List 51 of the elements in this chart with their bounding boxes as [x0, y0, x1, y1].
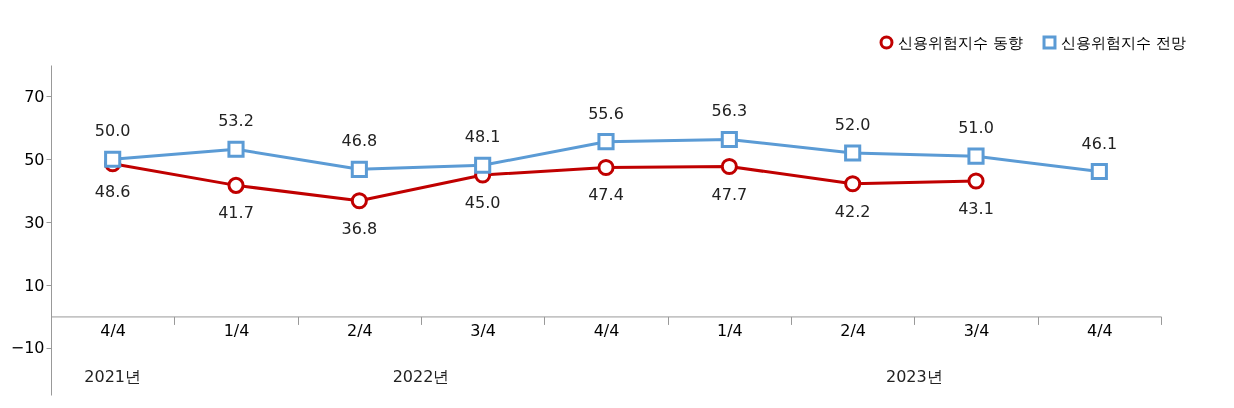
x-tick-label: 1/4: [223, 320, 250, 340]
y-tick-label: 70: [24, 86, 45, 106]
data-label: 52.0: [834, 115, 871, 134]
x-tick-label: 2/4: [346, 320, 373, 340]
x-tick-label: 4/4: [100, 320, 127, 340]
point: [474, 156, 492, 174]
data-label: 56.3: [711, 101, 748, 121]
data-label: 55.6: [588, 103, 624, 123]
x-tick-label: 2/4: [840, 320, 867, 340]
y-tick-label: 10: [24, 275, 45, 295]
data-label: 50.0: [94, 121, 131, 141]
point: [844, 175, 862, 193]
data-label: 51.0: [958, 118, 994, 138]
data-label: 42.2: [834, 201, 871, 221]
point: [350, 160, 368, 178]
point: [350, 192, 368, 210]
point: [967, 172, 985, 190]
annotation: 2021년: [84, 367, 142, 386]
legend-label: 신용위험지수 전망: [1061, 33, 1186, 52]
x-tick-label: 1/4: [716, 320, 743, 340]
point: [720, 157, 738, 176]
annotation: 2022년: [392, 367, 450, 386]
x-tick-label: 3/4: [470, 320, 497, 340]
point: [227, 176, 245, 194]
data-label: 41.7: [218, 203, 254, 223]
annotation: 2023년: [885, 367, 943, 386]
point: [597, 133, 615, 151]
data-label: 46.1: [1081, 133, 1118, 153]
data-label: 43.1: [958, 198, 994, 218]
point: [720, 130, 738, 149]
data-label: 45.0: [464, 193, 501, 212]
data-label: 46.8: [341, 131, 378, 151]
point: [597, 158, 615, 177]
x-tick-label: 4/4: [1086, 320, 1113, 340]
point: [844, 144, 862, 162]
y-tick-label: 30: [24, 212, 45, 232]
y-tick-label: 50: [24, 149, 45, 169]
data-label: 48.6: [94, 181, 131, 201]
data-label: 47.4: [588, 185, 624, 205]
legend-label: 신용위험지수 동향: [898, 33, 1023, 52]
data-label: 53.2: [218, 111, 254, 131]
data-label: 47.7: [711, 184, 748, 204]
data-label: 48.1: [464, 127, 501, 147]
point: [104, 150, 122, 168]
x-tick-label: 4/4: [593, 320, 620, 340]
point: [227, 140, 245, 158]
point: [1090, 162, 1108, 181]
y-tick-label: −10: [10, 338, 45, 358]
data-label: 36.8: [341, 218, 378, 238]
x-tick-label: 3/4: [963, 320, 990, 340]
point: [967, 147, 985, 165]
